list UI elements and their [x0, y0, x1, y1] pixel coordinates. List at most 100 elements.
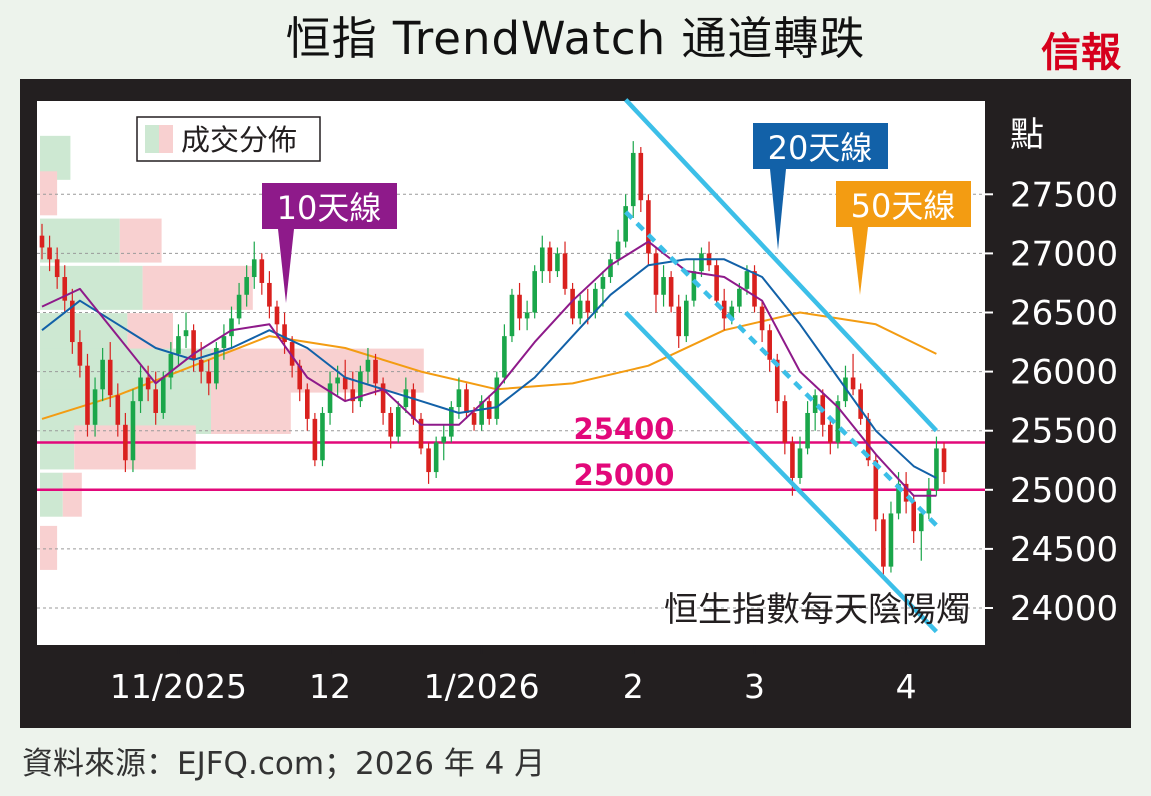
candle-58 [479, 395, 484, 431]
candle-body-44 [373, 359, 378, 384]
candle-15 [153, 371, 158, 425]
candle-98 [782, 395, 788, 455]
candle-body-1 [47, 247, 52, 260]
candle-body-40 [342, 377, 348, 390]
candle-18 [176, 324, 181, 366]
candles [39, 141, 947, 579]
candle-body-31 [274, 306, 280, 325]
ytick-label-24500: 24500 [1010, 530, 1118, 570]
candle-body-35 [305, 389, 310, 419]
candle-body-45 [380, 383, 386, 413]
candle-annotation: 恒生指數每天陰陽燭 [664, 590, 970, 630]
candle-101 [805, 401, 810, 455]
candle-47 [395, 401, 401, 443]
candle-body-36 [312, 418, 318, 461]
candle-body-29 [259, 259, 265, 283]
candle-body-74 [600, 277, 606, 289]
level-label-25000: 25000 [574, 458, 675, 492]
candle-body-27 [244, 277, 249, 295]
candle-body-79 [638, 152, 644, 201]
candle-body-70 [570, 288, 575, 319]
candle-26 [236, 282, 242, 325]
candle-78 [630, 141, 636, 218]
candle-body-5 [77, 342, 83, 366]
candle-19 [183, 312, 189, 348]
candle-body-118 [934, 448, 939, 490]
candle-28 [251, 241, 257, 289]
candle-43 [365, 347, 371, 384]
candle-body-116 [918, 513, 924, 532]
candle-118 [934, 436, 939, 496]
candle-body-77 [623, 206, 628, 242]
candle-48 [403, 377, 409, 413]
candle-body-113 [896, 483, 901, 514]
candle-75 [608, 253, 613, 283]
candle-body-38 [327, 383, 333, 413]
candle-12 [130, 389, 136, 473]
candle-64 [524, 300, 530, 331]
candle-41 [350, 371, 356, 413]
ma50-callout: 50天線 [836, 181, 971, 295]
candle-22 [206, 359, 212, 396]
candle-body-105 [835, 401, 841, 443]
candle-13 [138, 365, 143, 413]
candle-body-71 [577, 300, 583, 319]
candle-body-10 [115, 395, 121, 425]
candle-body-3 [62, 277, 68, 301]
candle-body-50 [418, 418, 424, 449]
candle-body-81 [653, 253, 659, 295]
candle-body-55 [456, 389, 462, 408]
candle-body-86 [691, 271, 697, 301]
candle-body-67 [547, 247, 553, 272]
volume-bar-up-5 [40, 348, 211, 393]
candle-74 [600, 271, 606, 307]
candle-body-119 [941, 448, 947, 473]
candle-63 [517, 282, 522, 331]
candle-81 [653, 247, 659, 313]
candle-body-49 [411, 389, 416, 419]
moving-averages [41, 240, 937, 497]
candle-62 [509, 288, 515, 343]
candle-119 [941, 442, 947, 484]
candle-29 [259, 253, 265, 295]
candle-7 [92, 377, 98, 437]
candle-107 [850, 353, 856, 396]
candle-90 [721, 288, 727, 331]
candle-body-97 [774, 359, 780, 402]
candle-body-68 [555, 253, 560, 272]
candle-body-63 [517, 294, 522, 319]
candle-59 [486, 395, 492, 425]
candle-body-95 [759, 306, 765, 331]
ma10-line [41, 240, 937, 497]
candle-69 [562, 241, 568, 295]
legend-swatch-up [145, 125, 159, 153]
xtick-label-4: 3 [744, 667, 765, 706]
candle-50 [418, 412, 424, 455]
candle-body-75 [608, 259, 613, 278]
candle-80 [646, 194, 651, 266]
candle-body-34 [297, 365, 303, 390]
candle-body-15 [153, 389, 158, 413]
candle-102 [812, 389, 818, 431]
candle-body-13 [138, 377, 143, 402]
candle-77 [623, 194, 628, 248]
candle-31 [274, 300, 280, 337]
candle-17 [168, 342, 174, 390]
candle-42 [358, 365, 363, 408]
candle-body-82 [661, 277, 666, 295]
ytick-label-24000: 24000 [1010, 589, 1118, 629]
candle-body-21 [198, 359, 204, 372]
candle-body-46 [388, 412, 393, 437]
ytick-label-27500: 27500 [1010, 175, 1118, 215]
candle-body-17 [168, 353, 174, 378]
candle-56 [464, 383, 469, 419]
ytick-label-26000: 26000 [1010, 353, 1118, 393]
candle-body-89 [714, 265, 719, 301]
candle-body-83 [668, 277, 674, 307]
candle-70 [570, 282, 575, 325]
xtick-label-0: 11/2025 [110, 667, 247, 706]
candle-23 [214, 342, 219, 390]
candle-body-69 [562, 253, 568, 289]
candle-body-41 [350, 389, 356, 402]
candle-24 [221, 324, 227, 360]
